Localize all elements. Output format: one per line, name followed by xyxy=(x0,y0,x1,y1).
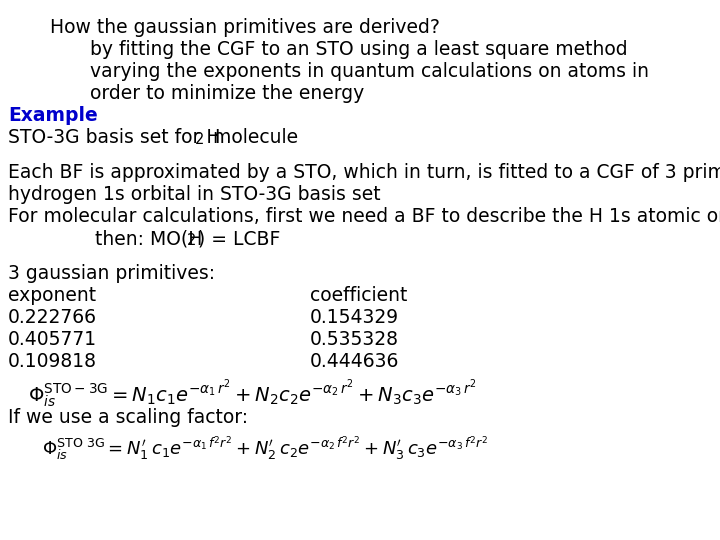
Text: If we use a scaling factor:: If we use a scaling factor: xyxy=(8,408,248,427)
Text: 0.444636: 0.444636 xyxy=(310,353,400,372)
Text: 2: 2 xyxy=(195,132,204,147)
Text: 2: 2 xyxy=(187,233,197,248)
Text: 0.405771: 0.405771 xyxy=(8,330,97,349)
Text: STO-3G basis set for H: STO-3G basis set for H xyxy=(8,128,220,147)
Text: 3 gaussian primitives:: 3 gaussian primitives: xyxy=(8,265,215,284)
Text: $\Phi_{is}^{\rm STO\ 3G} = N^\prime_1\, c_1e^{-\alpha_1\, f^2r^2} + N^\prime_2\,: $\Phi_{is}^{\rm STO\ 3G} = N^\prime_1\, … xyxy=(42,434,488,463)
Text: exponent: exponent xyxy=(8,286,96,306)
Text: coefficient: coefficient xyxy=(310,286,408,306)
Text: then: MO(H: then: MO(H xyxy=(95,229,202,248)
Text: varying the exponents in quantum calculations on atoms in: varying the exponents in quantum calcula… xyxy=(90,62,649,81)
Text: For molecular calculations, first we need a BF to describe the H 1s atomic orbit: For molecular calculations, first we nee… xyxy=(8,207,720,226)
Text: hydrogen 1s orbital in STO-3G basis set: hydrogen 1s orbital in STO-3G basis set xyxy=(8,185,381,204)
Text: order to minimize the energy: order to minimize the energy xyxy=(90,84,364,103)
Text: 0.154329: 0.154329 xyxy=(310,308,399,327)
Text: Example: Example xyxy=(8,106,98,125)
Text: 0.109818: 0.109818 xyxy=(8,353,97,372)
Text: How the gaussian primitives are derived?: How the gaussian primitives are derived? xyxy=(50,18,440,37)
Text: molecule: molecule xyxy=(207,128,298,147)
Text: Each BF is approximated by a STO, which in turn, is fitted to a CGF of 3 primiti: Each BF is approximated by a STO, which … xyxy=(8,163,720,182)
Text: 0.222766: 0.222766 xyxy=(8,308,97,327)
Text: by fitting the CGF to an STO using a least square method: by fitting the CGF to an STO using a lea… xyxy=(90,40,628,59)
Text: 0.535328: 0.535328 xyxy=(310,330,399,349)
Text: ) = LCBF: ) = LCBF xyxy=(198,229,280,248)
Text: $\Phi_{is}^{\rm STO-3G} = N_1c_1e^{-\alpha_1\, r^2} + N_2c_2e^{-\alpha_2\, r^2} : $\Phi_{is}^{\rm STO-3G} = N_1c_1e^{-\alp… xyxy=(28,379,477,410)
